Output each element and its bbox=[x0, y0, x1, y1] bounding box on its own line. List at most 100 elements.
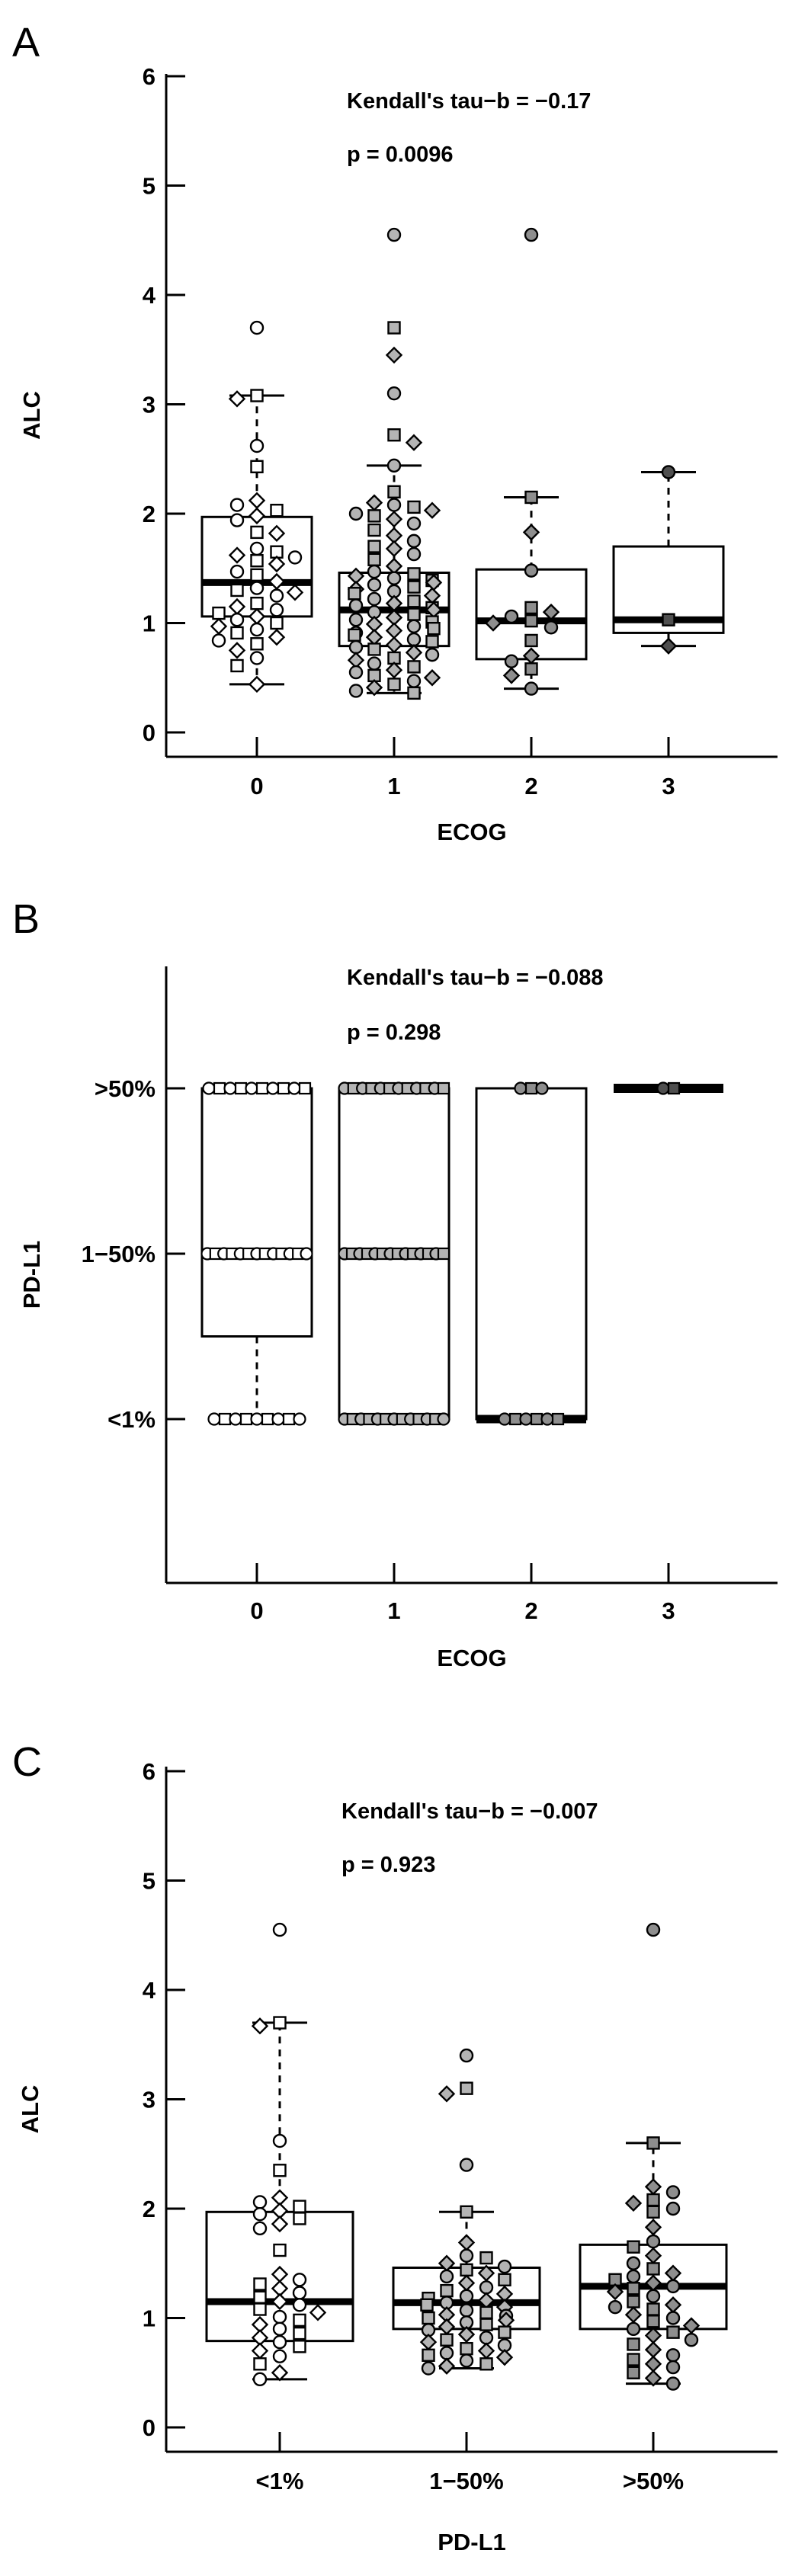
data-point bbox=[406, 674, 422, 688]
x-tick-label: 2 bbox=[524, 773, 537, 799]
data-point bbox=[348, 628, 361, 642]
data-point bbox=[406, 632, 422, 647]
data-point bbox=[367, 540, 381, 553]
data-point bbox=[665, 2376, 681, 2391]
x-tick-label: 0 bbox=[250, 1597, 263, 1624]
data-point bbox=[367, 553, 381, 566]
data-point bbox=[292, 2298, 307, 2312]
data-point bbox=[239, 1412, 253, 1426]
data-point bbox=[438, 2085, 456, 2103]
data-point bbox=[542, 603, 560, 621]
data-point bbox=[287, 1081, 301, 1095]
data-point bbox=[498, 1412, 511, 1426]
data-point bbox=[626, 2269, 641, 2284]
data-point bbox=[423, 669, 441, 687]
data-point bbox=[249, 541, 265, 556]
data-point bbox=[504, 654, 519, 668]
data-point bbox=[252, 2206, 268, 2222]
data-point bbox=[530, 1412, 543, 1426]
data-point bbox=[459, 2248, 474, 2263]
data-point bbox=[407, 594, 421, 608]
data-point bbox=[385, 510, 403, 528]
data-point bbox=[457, 2325, 476, 2344]
data-point bbox=[425, 635, 439, 649]
data-point bbox=[234, 1081, 248, 1095]
y-tick-label: 1 bbox=[143, 610, 156, 637]
panel-B: B Kendall's tau−b = −0.088 p = 0.298 <1% 1−5… bbox=[12, 896, 778, 1671]
stats-tau-text: Kendall's tau−b = −0.088 bbox=[347, 966, 604, 990]
data-point bbox=[273, 2164, 287, 2177]
data-point bbox=[367, 564, 382, 579]
data-point bbox=[386, 227, 402, 242]
data-point bbox=[293, 2212, 306, 2225]
data-point bbox=[223, 1081, 237, 1095]
data-point bbox=[646, 2262, 660, 2276]
data-point bbox=[543, 620, 559, 635]
data-point bbox=[213, 1081, 226, 1095]
data-point bbox=[656, 1081, 670, 1095]
data-point bbox=[406, 619, 422, 634]
panel-label: C bbox=[12, 1739, 42, 1785]
group-0 bbox=[200, 320, 313, 694]
data-point bbox=[644, 2178, 662, 2196]
data-point bbox=[228, 390, 246, 408]
data-point bbox=[250, 1412, 264, 1426]
data-point bbox=[407, 660, 421, 674]
data-point bbox=[252, 2221, 268, 2236]
data-point bbox=[210, 617, 228, 636]
data-point bbox=[367, 578, 382, 592]
y-axis-title: ALC bbox=[18, 391, 45, 440]
data-point bbox=[504, 609, 519, 624]
data-point bbox=[387, 428, 401, 442]
data-point bbox=[385, 662, 403, 679]
data-point bbox=[459, 2353, 474, 2368]
data-point bbox=[439, 2269, 454, 2284]
data-point bbox=[440, 2283, 454, 2298]
data-point bbox=[387, 321, 401, 335]
data-point bbox=[253, 2302, 267, 2316]
data-point bbox=[212, 606, 226, 620]
group-2 bbox=[475, 1081, 588, 1426]
data-point bbox=[460, 2263, 473, 2277]
data-point bbox=[551, 1412, 565, 1426]
data-point bbox=[272, 1922, 287, 1937]
data-point bbox=[385, 346, 403, 364]
data-point bbox=[293, 2200, 306, 2213]
y-tick-label: 4 bbox=[143, 282, 156, 309]
data-point bbox=[459, 2289, 474, 2304]
data-point bbox=[665, 2311, 681, 2325]
data-point bbox=[268, 555, 286, 573]
data-point bbox=[272, 2349, 287, 2363]
data-point bbox=[248, 492, 266, 509]
data-point bbox=[479, 2280, 494, 2295]
data-point bbox=[437, 1081, 450, 1095]
data-point bbox=[229, 612, 245, 627]
data-point bbox=[207, 1412, 221, 1426]
data-point bbox=[540, 1412, 554, 1426]
data-point bbox=[218, 1412, 232, 1426]
stats-p-text: p = 0.0096 bbox=[347, 143, 453, 167]
data-point bbox=[250, 637, 264, 651]
stats-tau-text: Kendall's tau−b = −0.17 bbox=[347, 89, 591, 114]
data-point bbox=[252, 2195, 268, 2209]
data-point bbox=[273, 2243, 287, 2257]
data-point bbox=[644, 2219, 662, 2236]
x-tick-label: 0 bbox=[250, 773, 263, 799]
data-point bbox=[644, 2355, 662, 2373]
panel-label: A bbox=[12, 20, 40, 66]
data-point bbox=[644, 2327, 662, 2344]
data-point bbox=[249, 651, 265, 665]
data-point bbox=[385, 540, 403, 558]
data-point bbox=[479, 2357, 493, 2371]
data-point bbox=[646, 2205, 660, 2219]
data-point bbox=[459, 2303, 474, 2318]
data-point bbox=[662, 613, 675, 626]
y-tick-label: 5 bbox=[143, 173, 156, 200]
data-point bbox=[459, 2048, 474, 2063]
data-point bbox=[666, 2325, 680, 2339]
data-point bbox=[229, 564, 245, 579]
data-point bbox=[273, 2016, 287, 2030]
data-point bbox=[229, 498, 245, 512]
data-point bbox=[498, 2325, 511, 2339]
data-point bbox=[309, 2304, 327, 2321]
